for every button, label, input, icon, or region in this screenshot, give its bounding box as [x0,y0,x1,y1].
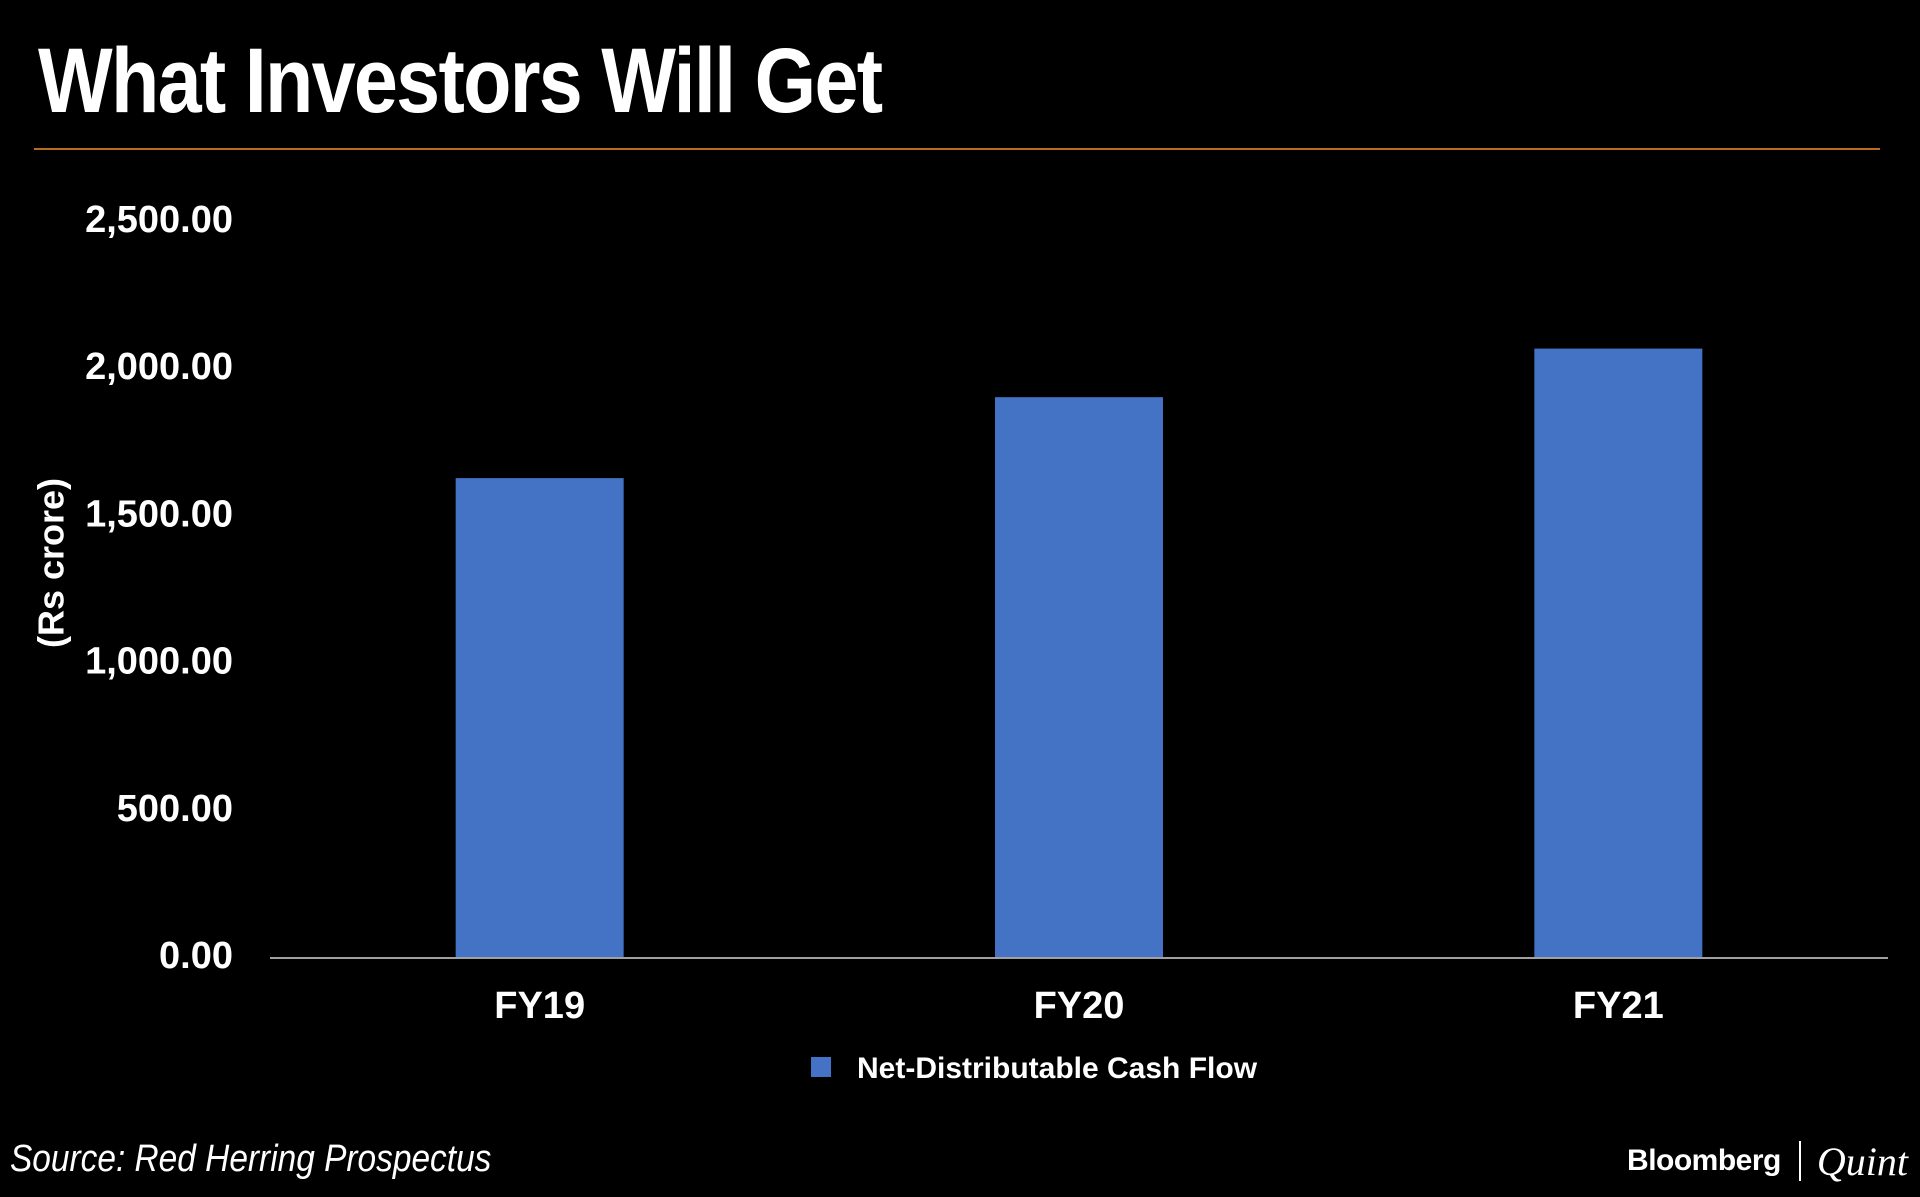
legend-swatch [811,1057,831,1077]
bar-fy21 [1534,348,1703,958]
y-axis-ticks: 0.00 500.00 1,000.00 1,500.00 2,000.00 2,500.… [85,199,233,977]
brand-name: Bloomberg [1627,1144,1781,1177]
bar-chart: (Rs crore) 0.00 500.00 1,000.00 1,500.00 2,0… [31,199,1888,1085]
source-note: Source: Red Herring Prospectus [10,1138,492,1180]
legend: Net-Distributable Cash Flow [811,1052,1258,1085]
bars [455,348,1703,959]
y-tick-label: 0.00 [159,935,233,977]
bar-fy19 [455,478,624,958]
brand-logo: Bloomberg Quint [1627,1138,1908,1184]
y-tick-label: 2,000.00 [85,346,233,388]
bar-fy20 [995,397,1163,959]
x-tick-label: FY19 [494,985,585,1027]
chart-title: What Investors Will Get [38,30,883,132]
brand-suffix: Quint [1816,1138,1908,1184]
brand-separator [1798,1141,1801,1181]
x-tick-label: FY20 [1034,985,1125,1027]
title-divider [34,148,1880,150]
legend-label: Net-Distributable Cash Flow [857,1052,1258,1085]
y-tick-label: 1,000.00 [85,641,233,683]
y-tick-label: 2,500.00 [85,199,233,241]
x-tick-label: FY21 [1573,985,1664,1027]
x-axis-ticks: FY19 FY20 FY21 [494,985,1663,1027]
y-axis-label: (Rs crore) [31,478,72,648]
y-tick-label: 500.00 [117,788,233,830]
y-tick-label: 1,500.00 [85,493,233,535]
